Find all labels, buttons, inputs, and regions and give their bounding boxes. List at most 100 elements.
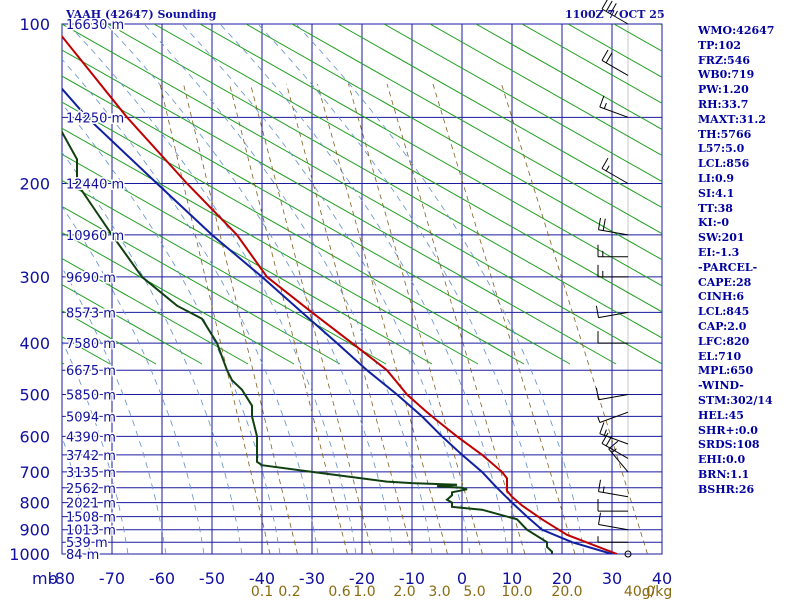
y-tick-label: 600	[19, 427, 50, 446]
wind-barb-350	[595, 305, 629, 319]
x-tick-label: -10	[399, 569, 425, 588]
height-label: 2021 m	[66, 497, 116, 512]
dry-adiabat	[62, 231, 295, 365]
wind-barb-100	[601, 0, 629, 25]
x-tick-label: -20	[349, 569, 375, 588]
height-label: 1013 m	[66, 524, 116, 539]
y-axis-unit: mb	[32, 569, 58, 588]
stability-indices-panel: WMO:42647 TP:102 FRZ:546 WB0:719 PW:1.20 RH:3…	[698, 24, 798, 498]
dry-adiabat	[62, 179, 387, 365]
mixing-ratio-line	[432, 83, 576, 554]
height-label: 14250 m	[66, 111, 124, 126]
wind-barb-250	[598, 217, 629, 236]
wind-barb-900	[598, 512, 629, 531]
x-tick-label: 0	[457, 569, 467, 588]
moist-adiabat	[62, 339, 129, 554]
wind-barb-125	[601, 49, 629, 76]
wind-barb-660	[601, 432, 629, 459]
y-tick-label: 700	[19, 463, 50, 482]
moist-adiabat	[295, 24, 585, 554]
moist-adiabat	[219, 24, 509, 554]
index-item: WMO:42647	[698, 24, 775, 37]
mixing-ratio-line	[348, 83, 483, 554]
index-item: BSHR:26	[698, 482, 755, 496]
mixing-ratio-label: 40.0	[624, 584, 655, 600]
height-label: 84 m	[66, 548, 99, 563]
index-item: EL:710	[698, 349, 742, 363]
mixing-ratio-label: 10.0	[501, 584, 532, 600]
height-label: 3135 m	[66, 466, 116, 481]
moist-adiabat	[105, 24, 395, 554]
dry-adiabat	[245, 24, 662, 261]
wind-barb-200	[601, 157, 629, 184]
mixing-ratio-label: 0.2	[278, 584, 300, 600]
mixing-ratio-label: 0.6	[328, 584, 350, 600]
moist-adiabat	[62, 205, 205, 554]
index-item: EI:-1.3	[698, 245, 740, 259]
index-item: MAXT:31.2	[698, 112, 766, 126]
index-item: WB0:719	[698, 68, 755, 82]
wind-barb-620	[599, 422, 629, 445]
x-tick-label: -30	[299, 569, 325, 588]
index-item: FRZ:546	[698, 53, 751, 67]
y-tick-label: 900	[19, 521, 50, 540]
x-tick-label: 20	[552, 569, 572, 588]
index-item: LFC:820	[698, 334, 750, 348]
index-item: CAPE:28	[698, 275, 752, 289]
height-label: 16630 m	[66, 18, 124, 33]
index-item: TP:102	[698, 38, 742, 52]
mixing-ratio-label: 0.1	[251, 584, 273, 600]
mixing-ratio-lines	[159, 83, 648, 554]
mixing-ratio-label: 2.0	[393, 584, 415, 600]
height-label: 3742 m	[66, 449, 116, 464]
y-tick-label: 100	[19, 15, 50, 34]
height-label: 7580 m	[66, 337, 116, 352]
plot-frame	[61, 23, 663, 555]
wind-barb-300	[597, 264, 628, 278]
index-item: MPL:650	[698, 364, 754, 378]
x-tick-label: -70	[99, 569, 125, 588]
index-item: SI:4.1	[698, 186, 735, 200]
wind-barb-1000	[624, 550, 632, 558]
moist-adiabat	[257, 24, 547, 554]
index-item: L57:5.0	[698, 142, 745, 156]
dry-adiabat	[429, 24, 662, 157]
height-label: 2562 m	[66, 482, 116, 497]
wind-barbs	[595, 0, 632, 558]
dry-adiabat	[62, 362, 65, 365]
y-tick-label: 500	[19, 385, 50, 404]
height-label: 9690 m	[66, 271, 116, 286]
moist-adiabat	[62, 266, 167, 554]
mixing-ratio-line	[317, 83, 448, 554]
index-item: RH:33.7	[698, 97, 749, 111]
moist-adiabat	[181, 24, 471, 554]
moist-adiabats	[62, 24, 585, 554]
sounding-profiles	[62, 34, 618, 554]
dry-adiabat	[291, 24, 662, 235]
index-item: PW:1.20	[698, 83, 749, 97]
index-item: TT:38	[698, 201, 733, 215]
index-item: SRDS:108	[698, 438, 760, 452]
height-label: 1508 m	[66, 511, 116, 526]
dry-adiabat	[62, 127, 479, 365]
dry-adiabat	[153, 24, 662, 313]
index-item: LCL:856	[698, 157, 750, 171]
mixing-ratio-label: 5.0	[463, 584, 485, 600]
x-tick-label: 30	[602, 569, 622, 588]
dry-adiabat	[475, 24, 662, 130]
dry-adiabat	[107, 24, 662, 339]
mixing-ratio-line	[286, 83, 413, 554]
mixing-ratio-label: g/kg	[642, 584, 673, 600]
height-label: 6675 m	[66, 364, 116, 379]
y-tick-label: 1000	[9, 545, 50, 564]
dry-adiabat	[337, 24, 662, 209]
dry-adiabat	[383, 24, 662, 183]
moist-adiabat	[62, 58, 319, 554]
dry-adiabat	[62, 284, 203, 365]
y-tick-label: 800	[19, 494, 50, 513]
observation-time: 1100Z 7 OCT 25	[565, 8, 665, 21]
index-item: SHR+:0.0	[698, 423, 758, 437]
height-label: 8573 m	[66, 306, 116, 321]
